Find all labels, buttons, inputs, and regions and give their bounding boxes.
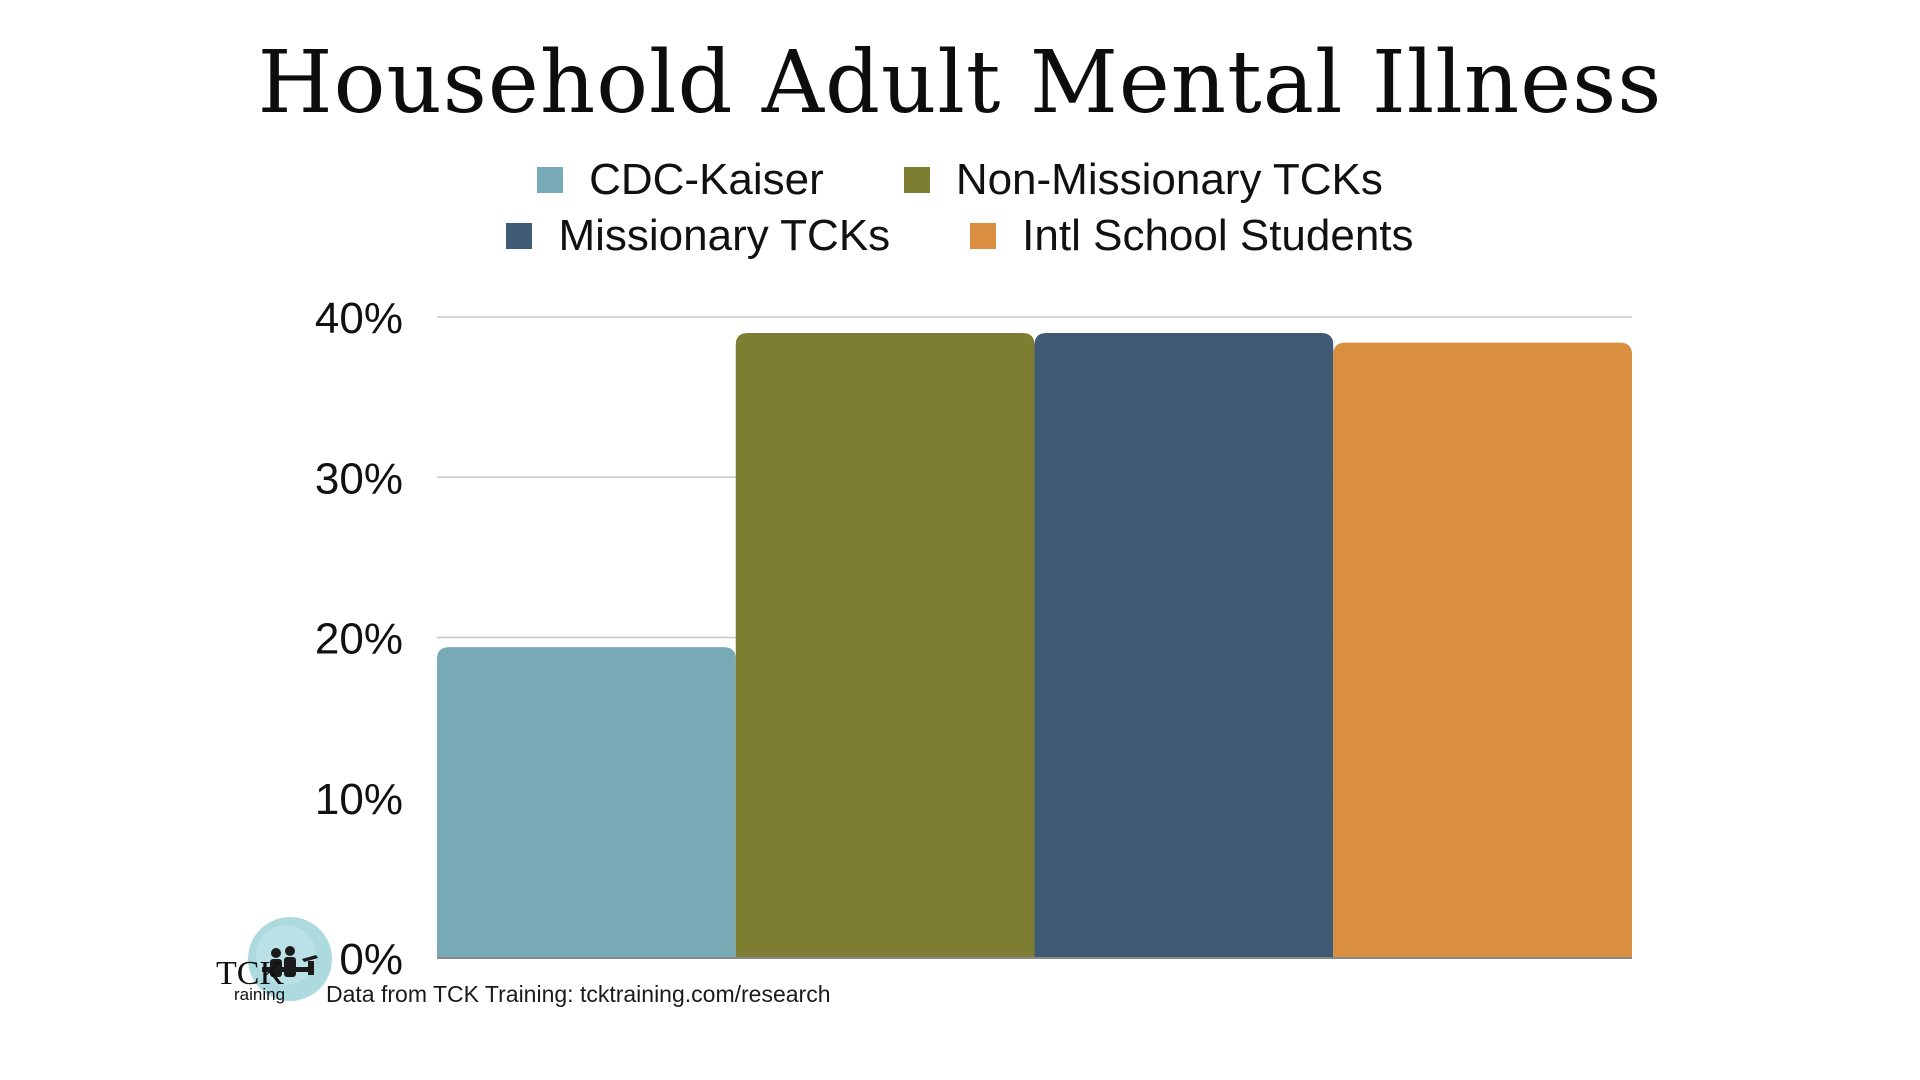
y-tick-label-10: 10%: [315, 775, 403, 824]
legend-row-1: CDC-Kaiser Non-Missionary TCKs: [0, 152, 1920, 208]
legend-item-intl-school: Intl School Students: [970, 211, 1414, 261]
legend-swatch-non-missionary: [903, 167, 930, 193]
legend-label-non-missionary: Non-Missionary TCKs: [955, 155, 1383, 204]
source-note: Data from TCK Training: tcktraining.com/…: [326, 981, 831, 1007]
bar-intl-school-students: [1333, 342, 1632, 958]
legend-row-2: Missionary TCKs Intl School Students: [0, 208, 1920, 264]
y-tick-label-20: 20%: [315, 615, 403, 664]
legend-item-non-missionary: Non-Missionary TCKs: [903, 155, 1383, 205]
legend-swatch-cdc-kaiser: [537, 167, 564, 193]
bar-non-missionary-tcks: [735, 333, 1035, 958]
bar-cdc-kaiser: [437, 647, 736, 958]
y-tick-label-40: 40%: [315, 294, 403, 343]
legend-label-missionary: Missionary TCKs: [558, 211, 891, 260]
bars: [437, 333, 1632, 958]
logo-text-tck: TCK: [216, 955, 284, 992]
chart-title: Household Adult Mental Illness: [257, 33, 1663, 133]
y-tick-label-0: 0%: [339, 935, 403, 984]
legend: CDC-Kaiser Non-Missionary TCKs Missionar…: [0, 152, 1920, 264]
legend-label-cdc-kaiser: CDC-Kaiser: [589, 155, 824, 204]
y-axis-ticks: 0% 10% 20% 30% 40%: [315, 294, 403, 984]
legend-label-intl-school: Intl School Students: [1022, 211, 1414, 260]
legend-swatch-missionary: [506, 223, 533, 249]
tck-training-logo: TCK raining: [210, 915, 335, 1015]
legend-swatch-intl-school: [970, 223, 997, 249]
bar-missionary-tcks: [1034, 333, 1334, 958]
legend-item-missionary: Missionary TCKs: [506, 211, 890, 261]
logo-text-raining: raining: [234, 985, 286, 1004]
legend-item-cdc-kaiser: CDC-Kaiser: [537, 155, 824, 205]
y-tick-label-30: 30%: [315, 454, 403, 503]
